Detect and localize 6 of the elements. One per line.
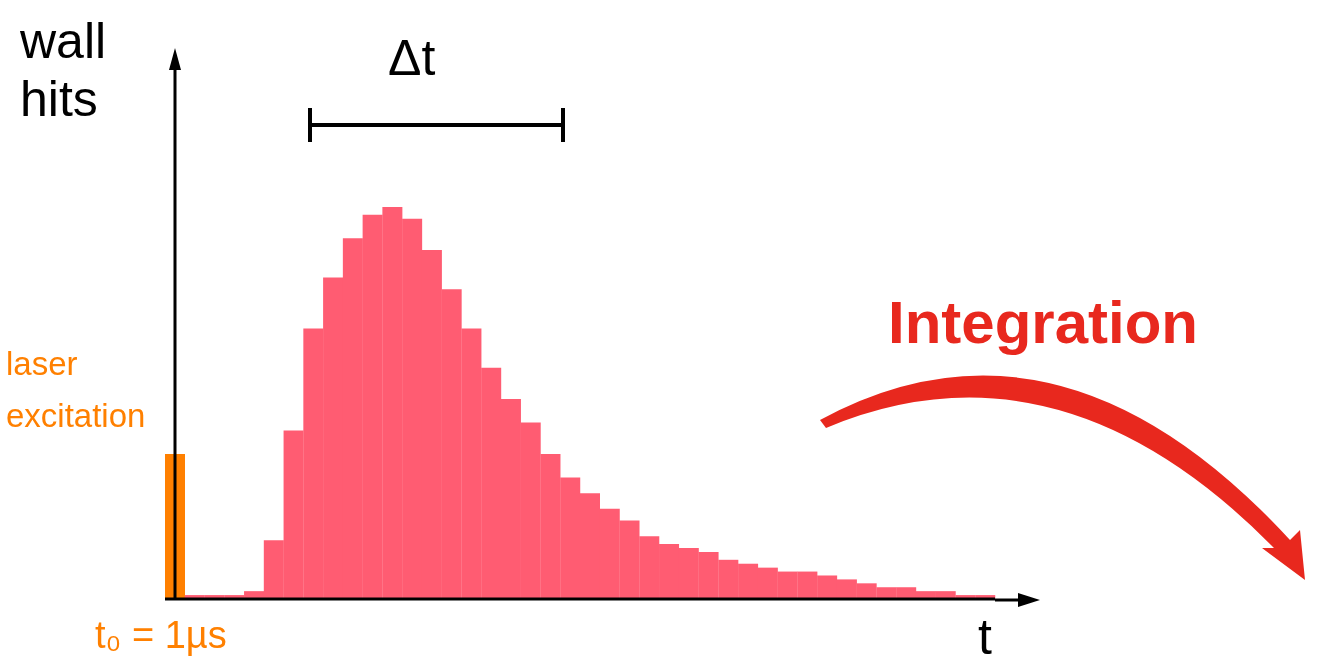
text: laser excitation	[6, 344, 147, 436]
y-axis-title: wall hits	[20, 12, 108, 128]
annotation: Integration	[888, 288, 1198, 358]
text: Δt	[388, 29, 436, 88]
text: t₀ = 1µs	[95, 613, 227, 658]
x-axis-title: t	[978, 609, 992, 663]
